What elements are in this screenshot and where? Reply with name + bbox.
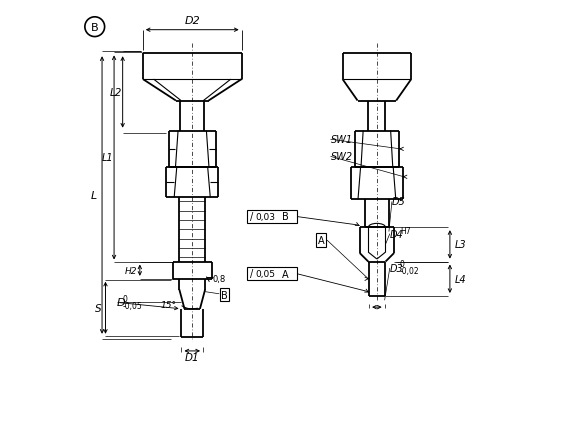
Text: -0,02: -0,02 bbox=[399, 266, 419, 276]
Text: D1: D1 bbox=[185, 352, 200, 362]
Text: B: B bbox=[282, 212, 288, 222]
Text: 0: 0 bbox=[399, 260, 404, 269]
Text: -0,05: -0,05 bbox=[122, 301, 142, 310]
Text: L4: L4 bbox=[455, 274, 467, 284]
Text: SW1: SW1 bbox=[331, 135, 353, 145]
Text: L1: L1 bbox=[102, 153, 113, 163]
Text: SW2: SW2 bbox=[331, 152, 353, 162]
Text: D: D bbox=[117, 298, 126, 308]
Text: 15°: 15° bbox=[161, 300, 176, 309]
Text: A: A bbox=[282, 269, 288, 279]
Text: S: S bbox=[94, 303, 101, 313]
Text: B: B bbox=[91, 23, 98, 33]
Text: 0,8: 0,8 bbox=[213, 275, 226, 283]
Text: 0,05: 0,05 bbox=[255, 270, 275, 279]
Text: H7: H7 bbox=[400, 226, 411, 235]
Text: D4: D4 bbox=[390, 229, 403, 239]
Bar bbox=[247, 210, 297, 224]
Text: 0: 0 bbox=[123, 295, 127, 304]
Text: /: / bbox=[250, 269, 253, 279]
Text: A: A bbox=[318, 236, 324, 246]
Text: H2: H2 bbox=[125, 266, 138, 275]
Text: 0,03: 0,03 bbox=[255, 213, 275, 221]
Text: B: B bbox=[221, 290, 228, 300]
Text: D3: D3 bbox=[390, 263, 403, 273]
Text: /: / bbox=[250, 212, 253, 222]
Text: D5: D5 bbox=[392, 197, 406, 207]
Text: L3: L3 bbox=[455, 240, 467, 250]
Bar bbox=[247, 267, 297, 281]
Text: L2: L2 bbox=[110, 88, 122, 98]
Text: D2: D2 bbox=[184, 16, 200, 26]
Text: L: L bbox=[91, 191, 97, 201]
